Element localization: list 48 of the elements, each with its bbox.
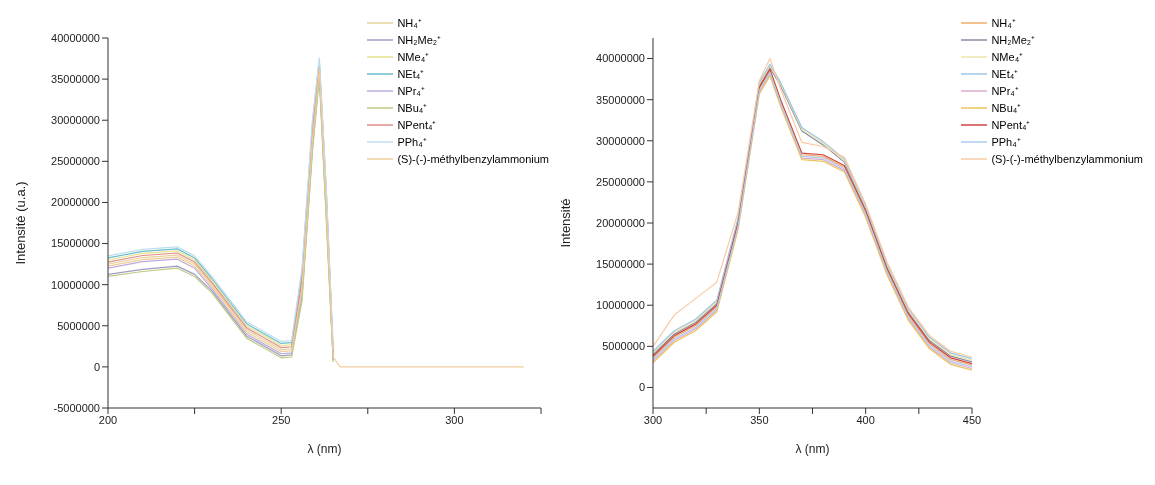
y-tick-label: -5000000	[53, 401, 100, 414]
y-tick-label: 30000000	[596, 134, 645, 147]
y-tick-label: 30000000	[51, 114, 100, 127]
y-axis-title: Intensité (u.a.)	[12, 181, 28, 265]
x-tick-label: 200	[98, 413, 118, 426]
legend-label: NPr₄⁺	[991, 84, 1019, 98]
legend-label: (S)-(-)-méthylbenzylammonium	[397, 152, 549, 165]
x-tick-label: 250	[272, 413, 291, 426]
legend-label: NEt₄⁺	[991, 67, 1019, 81]
y-tick-label: 35000000	[51, 73, 100, 86]
y-tick-label: 10000000	[51, 278, 100, 291]
y-tick-label: 40000000	[596, 52, 645, 65]
x-tick-label: 450	[962, 413, 982, 426]
x-tick-label: 300	[445, 413, 464, 426]
y-tick-label: 10000000	[596, 299, 645, 312]
legend-label: NPr₄⁺	[397, 84, 425, 98]
y-tick-label: 35000000	[596, 93, 645, 106]
legend-label: NMe₄⁺	[397, 50, 430, 64]
x-tick-label: 350	[750, 413, 769, 426]
x-axis-title: λ (nm)	[795, 442, 830, 456]
legend-label: NBu₄⁺	[991, 101, 1022, 115]
x-tick-label: 400	[856, 413, 875, 426]
x-axis-title: λ (nm)	[307, 442, 342, 456]
legend-label: NMe₄⁺	[991, 50, 1024, 64]
x-tick-label: 300	[643, 413, 663, 426]
y-tick-label: 25000000	[51, 155, 100, 168]
legend-label: NEt₄⁺	[397, 67, 425, 81]
y-tick-label: 5000000	[602, 340, 645, 353]
y-tick-label: 20000000	[596, 216, 645, 229]
y-tick-label: 20000000	[51, 196, 100, 209]
legend-label: NH₂Me₂⁺	[991, 33, 1036, 47]
legend-label: PPh₄⁺	[397, 135, 427, 149]
y-tick-label: 15000000	[596, 258, 645, 271]
legend-label: NH₂Me₂⁺	[397, 33, 442, 47]
y-tick-label: 5000000	[57, 319, 100, 332]
y-tick-label: 25000000	[596, 175, 645, 188]
legend-label: NH₄⁺	[397, 16, 422, 30]
legend-label: NPent₄⁺	[991, 118, 1031, 132]
legend-label: NBu₄⁺	[397, 101, 428, 115]
legend-label: NPent₄⁺	[397, 118, 437, 132]
legend-label: PPh₄⁺	[991, 135, 1021, 149]
y-axis-title: Intensité	[557, 198, 573, 248]
y-tick-label: 15000000	[51, 237, 100, 250]
y-tick-label: 0	[638, 381, 645, 394]
y-tick-label: 40000000	[51, 31, 100, 44]
y-tick-label: 0	[93, 360, 100, 373]
legend-label: NH₄⁺	[991, 16, 1016, 30]
legend-label: (S)-(-)-méthylbenzylammonium	[991, 152, 1143, 165]
